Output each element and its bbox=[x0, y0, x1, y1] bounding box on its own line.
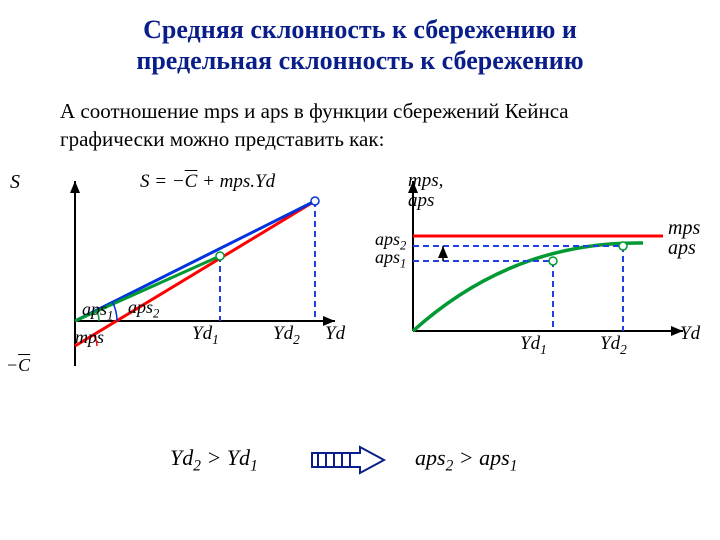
right-yd-axis-label: Yd bbox=[680, 323, 700, 345]
equation: S = −C + mps.Yd bbox=[140, 171, 275, 193]
left-aps1-label: aps1 bbox=[82, 299, 113, 324]
eq-suffix: + mps.Yd bbox=[197, 171, 275, 192]
left-yd-axis-label: Yd bbox=[325, 323, 345, 345]
subtitle: А соотношение mps и aps в функции сбереж… bbox=[60, 98, 660, 153]
eq-prefix: S = − bbox=[140, 171, 185, 192]
right-aps-label: aps bbox=[668, 237, 696, 260]
page-title: Средняя склонность к сбережению и предел… bbox=[0, 0, 720, 76]
relation-aps: aps2 > aps1 bbox=[415, 445, 517, 475]
eq-c: C bbox=[185, 171, 198, 192]
implies-arrow-icon bbox=[310, 445, 390, 475]
right-yd1-label: Yd1 bbox=[520, 333, 547, 358]
left-mps-label: mps bbox=[75, 327, 104, 348]
relation-yd: Yd2 > Yd1 bbox=[170, 445, 258, 475]
left-yd2-label: Yd2 bbox=[273, 323, 300, 348]
left-y-label: S bbox=[10, 171, 20, 194]
neg-c-label: −C bbox=[6, 355, 30, 376]
subtitle-line-1: А соотношение mps и aps в функции сбереж… bbox=[60, 99, 569, 123]
right-y-label: mps,aps bbox=[408, 171, 443, 211]
left-yd1-label: Yd1 bbox=[192, 323, 219, 348]
right-yd2-label: Yd2 bbox=[600, 333, 627, 358]
charts-area: S S = −C + mps.Yd −C aps1 aps2 mps Yd1 Y… bbox=[0, 171, 720, 431]
bottom-relation: Yd2 > Yd1 aps2 > aps1 bbox=[0, 439, 720, 485]
left-chart bbox=[15, 171, 355, 391]
right-aps1-label: aps1 bbox=[375, 247, 406, 272]
subtitle-line-2: графически можно представить как: bbox=[60, 127, 384, 151]
title-line-1: Средняя склонность к сбережению и bbox=[0, 14, 720, 45]
left-aps2-label: aps2 bbox=[128, 297, 159, 322]
title-line-2: предельная склонность к сбережению bbox=[0, 45, 720, 76]
